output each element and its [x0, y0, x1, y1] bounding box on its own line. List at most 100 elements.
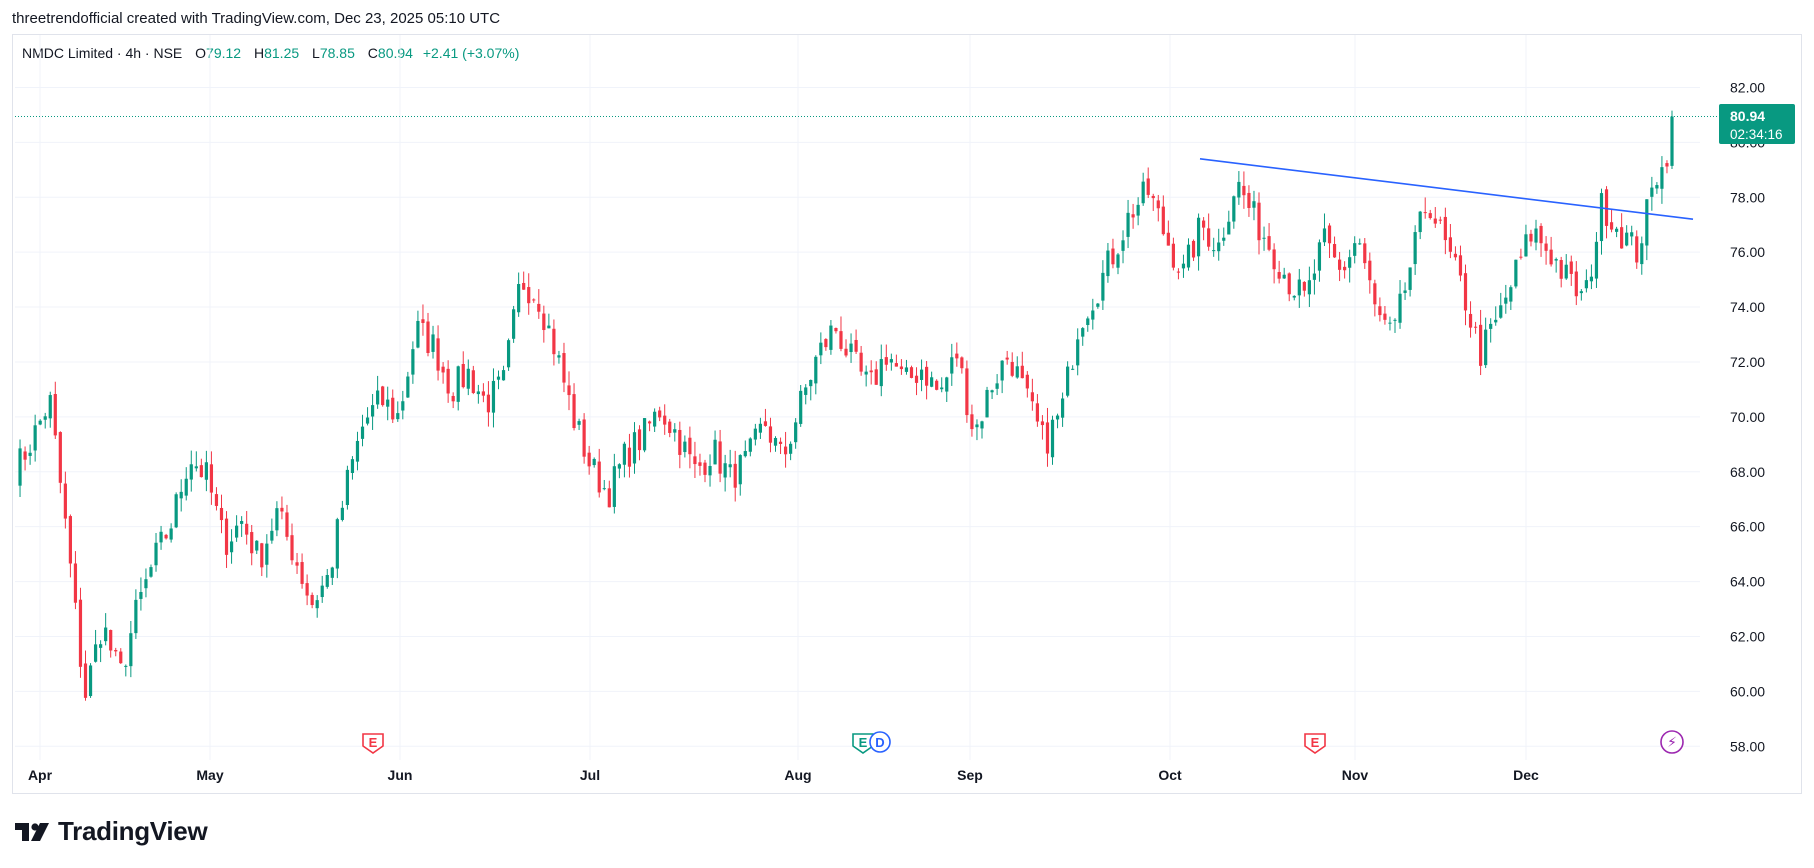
candle-up: [1514, 259, 1518, 287]
candle-up: [386, 399, 390, 407]
candle-down: [1544, 243, 1548, 251]
candle-up: [1186, 244, 1191, 268]
candle-up: [864, 371, 868, 375]
candle-down: [693, 456, 697, 465]
candle-up: [129, 633, 133, 667]
candle-down: [783, 446, 788, 455]
candle-up: [829, 325, 833, 350]
candle-up: [360, 426, 365, 439]
candle-down: [280, 507, 284, 512]
candle-up: [169, 528, 173, 540]
candle-up: [1655, 185, 1659, 189]
candle-down: [688, 437, 692, 455]
candle-up: [1181, 263, 1186, 269]
candle-up: [1670, 116, 1674, 166]
candle-down: [1529, 233, 1533, 242]
candle-up: [270, 530, 274, 541]
candle-down: [1373, 283, 1377, 305]
candle-down: [1479, 324, 1483, 366]
candle-up: [476, 391, 480, 395]
candle-up: [799, 390, 803, 424]
candle-down: [381, 386, 385, 406]
candle-up: [577, 421, 581, 425]
candle-up: [512, 309, 516, 339]
candle-up: [1101, 272, 1105, 301]
candle-up: [950, 357, 954, 374]
brand-name: TradingView: [58, 816, 208, 846]
candle-up: [612, 466, 616, 507]
candle-down: [899, 366, 904, 370]
time-tick-label: Nov: [1342, 767, 1369, 783]
candle-down: [542, 313, 546, 331]
candle-down: [1045, 422, 1050, 454]
candle-up: [985, 389, 989, 418]
candle-down: [73, 563, 78, 603]
candle-down: [300, 562, 304, 584]
price-axis[interactable]: 58.00 60.00 62.00 64.00 66.00 68.00 70.00 72.00…: [1730, 79, 1765, 754]
price-badge-bg: [1719, 104, 1795, 144]
candle-down: [1277, 272, 1281, 279]
candle-up: [33, 425, 37, 451]
candle-up: [1589, 276, 1594, 282]
candle-up: [345, 469, 350, 506]
candle-up: [18, 448, 22, 486]
candle-up: [466, 368, 470, 389]
candle-up: [1640, 243, 1644, 265]
candle-down: [486, 394, 491, 413]
candle-down: [1604, 189, 1609, 226]
candle-up: [632, 432, 637, 464]
candle-down: [1458, 255, 1463, 276]
candle-up: [1317, 242, 1322, 271]
candle-up: [335, 519, 339, 569]
time-axis[interactable]: Apr May Jun Jul Aug Sep Oct Nov Dec: [28, 767, 1539, 783]
candle-up: [975, 424, 979, 428]
candle-up: [708, 465, 712, 476]
candle-down: [763, 421, 768, 426]
candle-down: [607, 488, 611, 508]
candle-down: [285, 512, 289, 537]
candle-up: [1398, 293, 1402, 323]
candle-down: [1569, 261, 1573, 274]
candle-up: [1196, 217, 1201, 257]
candle-up: [1358, 243, 1362, 245]
candle-down: [703, 462, 707, 475]
candle-down: [1343, 266, 1347, 271]
candle-down: [1337, 259, 1342, 270]
candle-up: [456, 366, 460, 402]
candle-down: [1453, 253, 1458, 258]
candle-down: [1635, 236, 1639, 263]
candle-up: [1116, 254, 1120, 268]
candle-down: [532, 299, 536, 301]
candle-down: [164, 534, 168, 539]
candle-up: [1055, 415, 1060, 420]
candle-up: [320, 585, 324, 598]
price-tick-label: 62.00: [1730, 628, 1765, 644]
candle-down: [567, 385, 571, 396]
candle-up: [370, 405, 375, 417]
candle-down: [1207, 228, 1211, 247]
candle-down: [935, 380, 939, 390]
candle-down: [1428, 213, 1432, 219]
candle-up: [1121, 240, 1125, 251]
candle-down: [1443, 216, 1447, 241]
candle-down: [209, 464, 214, 493]
candle-up: [1227, 221, 1231, 235]
candle-down: [1176, 271, 1181, 273]
candle-down: [58, 432, 62, 483]
candle-up: [376, 390, 380, 405]
candle-down: [1151, 195, 1155, 199]
candle-up: [1584, 280, 1588, 289]
price-tick-label: 58.00: [1730, 738, 1765, 754]
candle-down: [1473, 326, 1478, 328]
tradingview-brand[interactable]: TradingView: [14, 816, 208, 847]
candle-down: [627, 447, 632, 467]
candle-up: [1000, 360, 1004, 381]
candle-up: [350, 459, 355, 474]
symbol-name[interactable]: NMDC Limited · 4h · NSE: [22, 45, 183, 61]
candle-up: [93, 644, 98, 662]
candle-down: [471, 370, 475, 394]
time-tick-label: Sep: [957, 767, 983, 783]
candle-up: [557, 355, 561, 358]
candle-up: [1066, 366, 1070, 396]
